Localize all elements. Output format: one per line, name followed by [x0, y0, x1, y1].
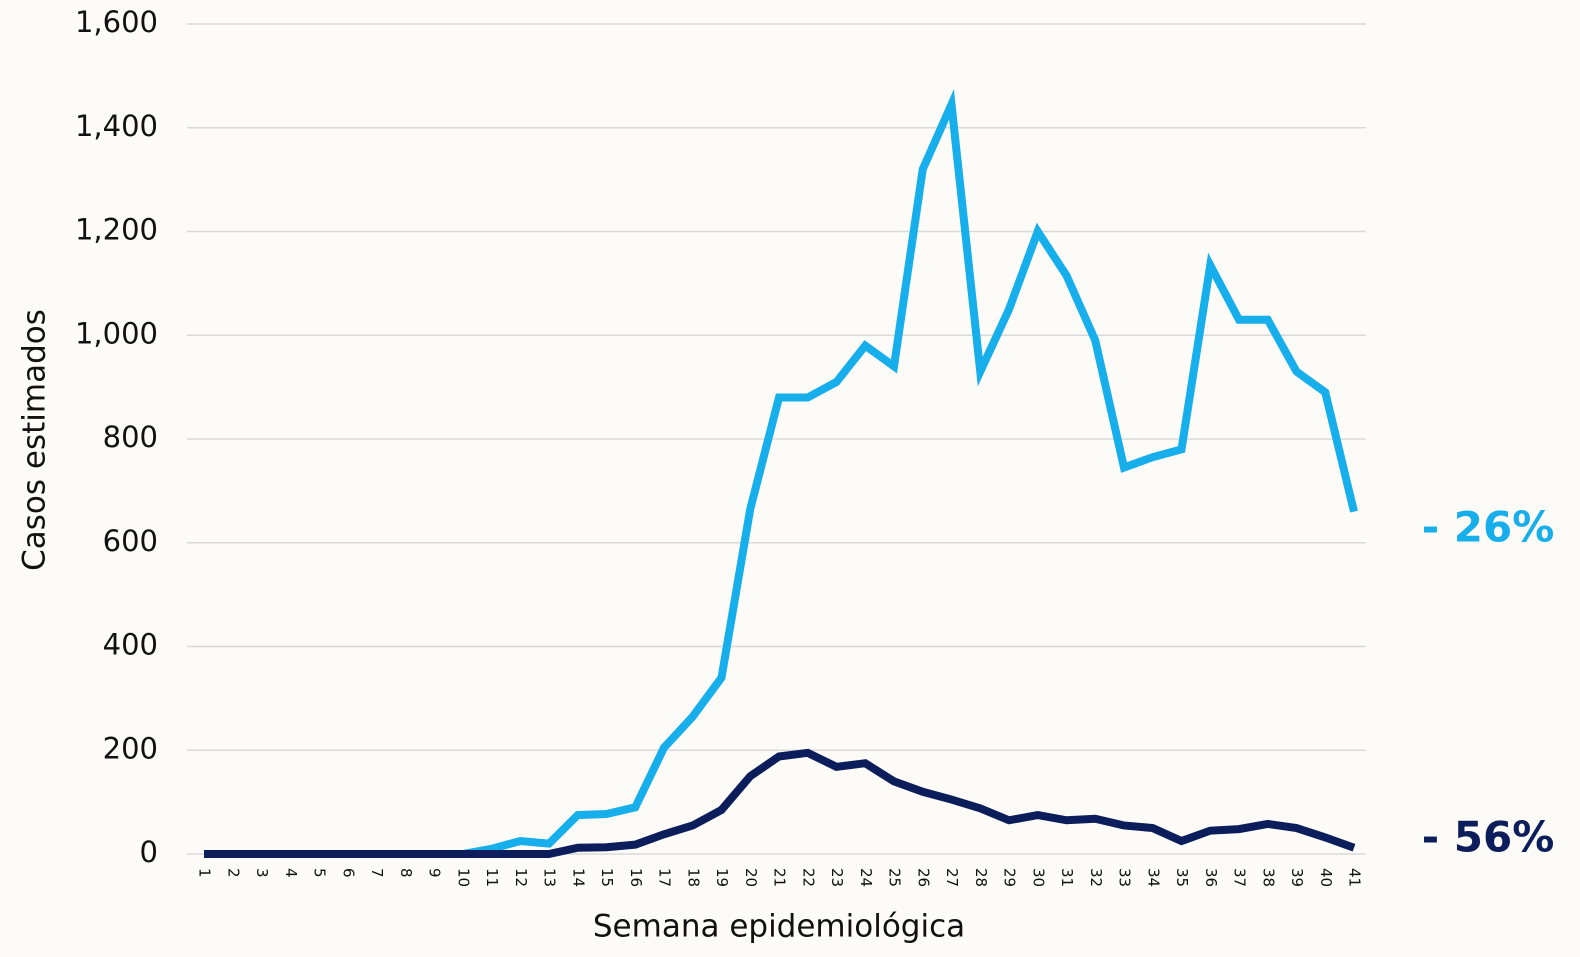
x-tick-label: 14 [569, 868, 587, 887]
y-tick-label: 200 [103, 731, 158, 765]
x-tick-label: 31 [1058, 868, 1076, 887]
y-tick-label: 800 [103, 420, 158, 454]
x-tick-label: 6 [339, 868, 357, 878]
y-tick-label: 400 [103, 628, 158, 662]
y-tick-label: 1,400 [75, 109, 158, 143]
x-tick-label: 39 [1288, 868, 1306, 887]
x-tick-label: 1 [196, 868, 214, 878]
x-tick-label: 22 [799, 868, 817, 887]
y-tick-label: 1,600 [75, 5, 158, 39]
x-tick-label: 26 [914, 868, 932, 887]
x-tick-label: 3 [253, 868, 271, 878]
x-tick-label: 30 [1029, 868, 1047, 887]
x-tick-label: 23 [828, 868, 846, 887]
x-tick-label: 32 [1087, 868, 1105, 887]
x-tick-label: 34 [1144, 868, 1162, 887]
x-tick-label: 37 [1231, 868, 1249, 887]
line-series [204, 89, 1358, 858]
x-tick-label: 27 [943, 868, 961, 887]
x-tick-label: 16 [627, 868, 645, 887]
x-tick-label: 28 [972, 868, 990, 887]
y-axis-title: Casos estimados [17, 309, 53, 571]
y-tick-label: 0 [140, 835, 158, 869]
x-tick-label: 40 [1317, 868, 1335, 887]
x-tick-label: 11 [483, 868, 501, 887]
annotation: - 56% [1422, 813, 1555, 862]
line-series [204, 748, 1356, 858]
x-tick-label: 15 [598, 868, 616, 887]
x-tick-label: 12 [512, 868, 530, 887]
x-tick-label: 20 [742, 868, 760, 887]
x-axis-title: Semana epidemiológica [593, 909, 965, 945]
x-tick-label: 33 [1116, 868, 1134, 887]
annotation: - 26% [1422, 503, 1555, 552]
x-tick-label: 13 [541, 868, 559, 887]
y-tick-label: 1,000 [75, 316, 158, 350]
x-tick-label: 4 [282, 868, 300, 878]
x-tick-label: 2 [224, 868, 242, 878]
x-tick-label: 21 [771, 868, 789, 887]
y-tick-label: 1,200 [75, 213, 158, 247]
x-tick-label: 19 [713, 868, 731, 887]
x-tick-label: 29 [1001, 868, 1019, 887]
y-tick-label: 600 [103, 524, 158, 558]
x-tick-label: 18 [684, 868, 702, 887]
x-tick-label: 8 [397, 868, 415, 878]
x-tick-label: 9 [426, 868, 444, 878]
x-tick-label: 35 [1173, 868, 1191, 887]
x-tick-label: 17 [656, 868, 674, 887]
x-tick-label: 10 [454, 868, 472, 887]
x-tick-label: 24 [857, 868, 875, 887]
x-tick-label: 5 [311, 868, 329, 878]
x-tick-label: 38 [1259, 868, 1277, 887]
x-tick-label: 7 [368, 868, 386, 878]
x-tick-label: 36 [1202, 868, 1220, 887]
x-tick-label: 41 [1346, 868, 1364, 887]
x-tick-label: 25 [886, 868, 904, 887]
